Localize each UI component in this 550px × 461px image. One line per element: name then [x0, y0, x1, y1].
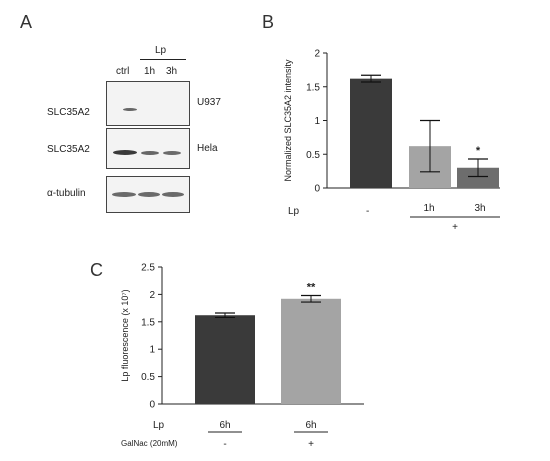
chart-b-group-label: + — [452, 222, 458, 233]
chart-b-y-axis-label: Normalized SLC35A2 intensity — [283, 59, 293, 182]
chart-c-y-tick-label: 2.5 — [141, 263, 155, 274]
chart-c-y-tick-label: 1 — [149, 345, 155, 356]
chart-c-y-axis-label: Lp fluorescence (x 10⁷) — [120, 289, 130, 381]
chart-c-row2-label: GalNac (20mM) — [121, 439, 178, 448]
chart-c-row1-label: Lp — [153, 420, 165, 431]
chart-c-significance-marker: ** — [307, 281, 316, 293]
chart-b-bar — [457, 167, 499, 188]
blot2-band-1h — [141, 151, 159, 155]
panel-a-letter: A — [20, 12, 33, 32]
blot1-image — [106, 81, 190, 126]
lane-label-ctrl: ctrl — [116, 66, 130, 77]
blot2-cell-line-label: Hela — [197, 143, 218, 154]
panel-b-letter: B — [262, 12, 275, 32]
blot2-protein-label: SLC35A2 — [47, 144, 90, 155]
chart-c-row2-value: - — [223, 439, 226, 450]
chart-c-y-tick-label: 0.5 — [141, 372, 155, 383]
blot2-band-3h — [163, 151, 181, 155]
blot3-protein-label: α-tubulin — [47, 188, 86, 199]
blot1-protein-label: SLC35A2 — [47, 107, 90, 118]
chart-b-y-tick-label: 0.5 — [306, 150, 320, 161]
chart-b-bar — [350, 78, 392, 188]
blot-treatment-label: Lp — [155, 45, 167, 56]
chart-c-bar — [195, 315, 255, 404]
blot3-band-3h — [162, 192, 184, 197]
chart-c-y-tick-label: 1.5 — [141, 317, 155, 328]
chart-b-row-label: Lp — [288, 206, 300, 217]
chart-b-y-tick-label: 0 — [314, 184, 320, 195]
chart-b-y-tick-label: 1.5 — [306, 82, 320, 93]
blot2-image — [106, 128, 190, 169]
blot-treatment-bracket — [140, 59, 186, 60]
chart-b-category-label: - — [366, 206, 369, 217]
chart-c-category-label: 6h — [219, 420, 230, 431]
lane-label-3h: 3h — [166, 66, 178, 77]
blot3-band-1h — [138, 192, 160, 197]
chart-c-category-label: 6h — [305, 420, 316, 431]
chart-b-y-tick-label: 2 — [314, 49, 320, 60]
chart-b-y-tick-label: 1 — [314, 116, 320, 127]
chart-b-category-label: 3h — [474, 203, 485, 214]
chart-c-y-tick-label: 0 — [149, 400, 155, 411]
lane-label-1h: 1h — [144, 66, 156, 77]
chart-b-category-label: 1h — [423, 203, 434, 214]
chart-b-significance-marker: * — [476, 145, 481, 157]
panel-c-letter: C — [90, 260, 103, 280]
blot1-cell-line-label: U937 — [197, 97, 221, 108]
blot3-band-ctrl — [112, 192, 136, 197]
chart-c-row2-value: + — [308, 439, 314, 450]
blot2-band-ctrl — [113, 150, 137, 155]
blot1-band-ctrl — [123, 108, 137, 111]
chart-c-bar — [281, 298, 341, 404]
blot3-image — [106, 176, 190, 213]
chart-c-y-tick-label: 2 — [149, 290, 155, 301]
